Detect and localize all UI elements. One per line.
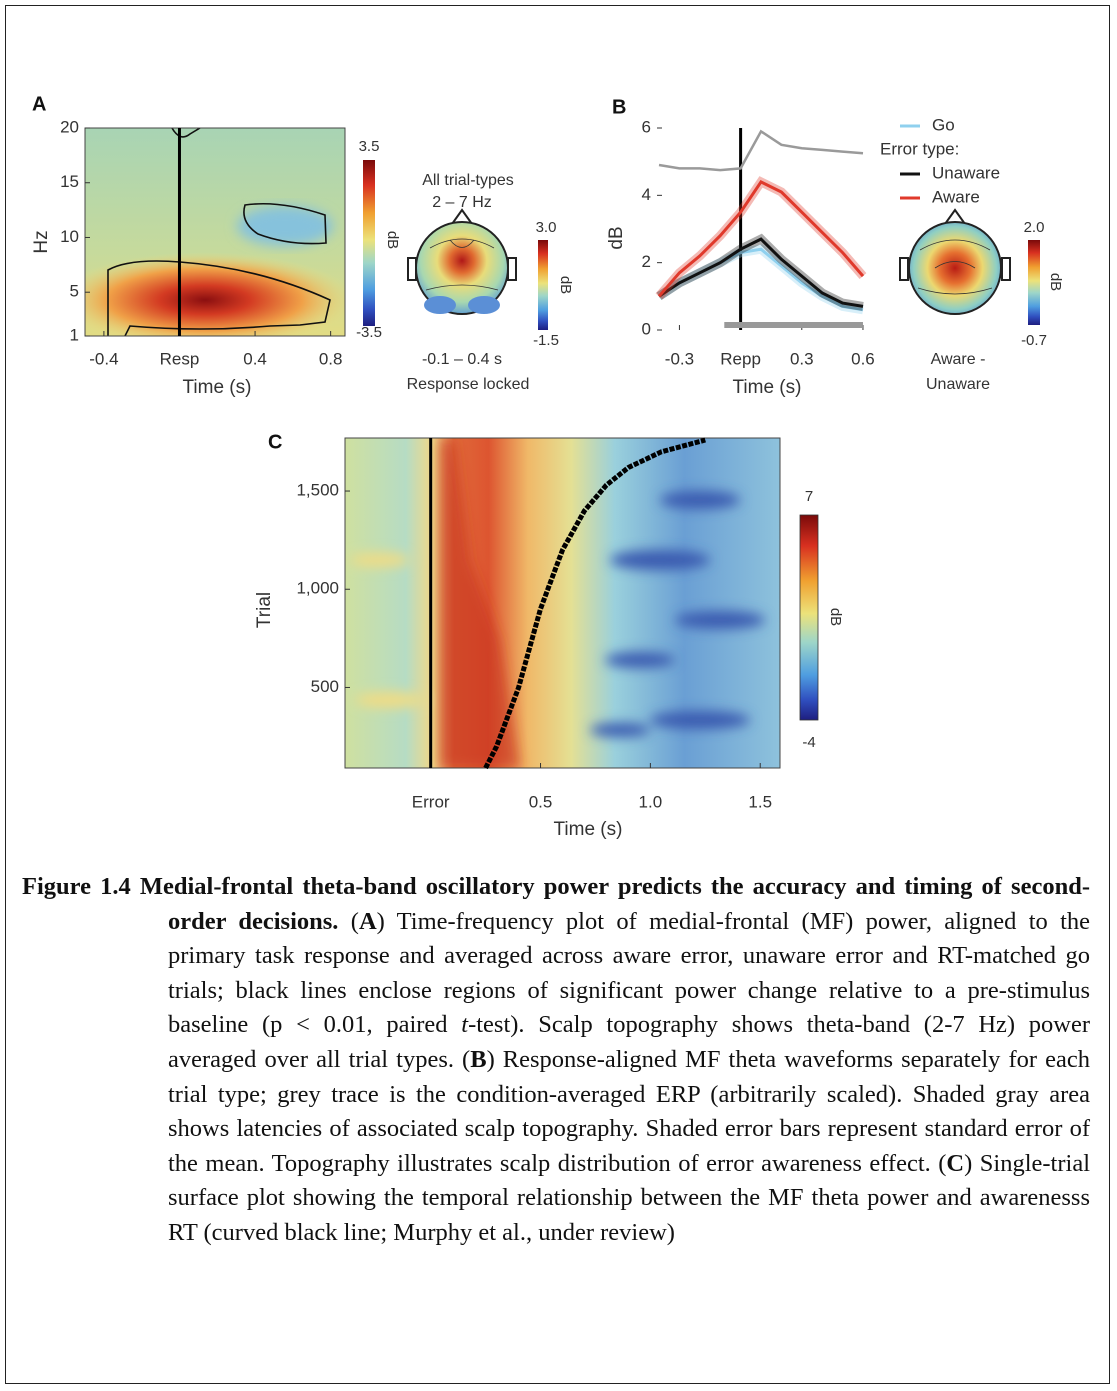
y-tick-label: 15 xyxy=(60,172,79,191)
topography-a xyxy=(407,208,517,315)
plot-frame xyxy=(84,127,346,337)
colorbar-tick-label: -0.7 xyxy=(1021,332,1047,349)
y-tick-label: 5 xyxy=(70,282,79,301)
panel-label: C xyxy=(268,431,282,453)
x-tick-label: 0.6 xyxy=(851,349,875,368)
colorbar xyxy=(799,514,819,721)
caption-text: ) Time-frequency plot of medial-frontal … xyxy=(168,907,1091,1039)
series-line xyxy=(658,129,864,172)
colorbar-tick-label: 2.0 xyxy=(1024,219,1045,236)
y-tick-label: 1 xyxy=(70,325,79,344)
topography-title: All trial-types xyxy=(422,172,514,189)
caption-text: ) Response-aligned MF theta waveforms se… xyxy=(168,1045,1090,1177)
legend-label: Go xyxy=(932,115,955,134)
colorbar xyxy=(363,160,375,326)
panel-label: B xyxy=(612,96,626,118)
colorbar-label: dB xyxy=(827,608,844,626)
panel-label: A xyxy=(32,93,46,115)
x-tick-label: 0.4 xyxy=(243,349,267,368)
caption-label: Figure 1.4 xyxy=(22,873,131,900)
y-axis-label: Trial xyxy=(254,592,275,628)
y-tick-label: 1,000 xyxy=(296,579,339,598)
x-tick-label: -0.3 xyxy=(665,349,694,368)
x-tick-label: 1.0 xyxy=(639,792,663,811)
x-tick-label: 0.5 xyxy=(529,792,553,811)
plot-frame xyxy=(344,437,781,769)
topography-caption: Aware - xyxy=(931,351,986,368)
legend-title: Error type: xyxy=(880,139,959,158)
x-tick-label: 0.8 xyxy=(319,349,343,368)
y-tick-label: 4 xyxy=(642,185,651,204)
legend-label: Unaware xyxy=(932,163,1000,182)
page-frame xyxy=(5,5,1110,1384)
x-tick-label: Resp xyxy=(160,349,200,368)
caption-title: Medial-frontal theta-band oscillatory po… xyxy=(139,873,1090,935)
caption-panel: B xyxy=(470,1045,487,1073)
topography-caption: Unaware xyxy=(926,376,990,393)
caption-text: ) Single-trial surface plot showing the … xyxy=(168,1149,1090,1246)
colorbar-tick-label: 7 xyxy=(805,488,813,505)
topography-caption: -0.1 – 0.4 s xyxy=(422,351,502,368)
x-tick-label: 1.5 xyxy=(748,792,772,811)
colorbar-label: dB xyxy=(1047,273,1064,291)
colorbar-tick-label: 3.0 xyxy=(536,219,557,236)
legend-label: Aware xyxy=(932,187,980,206)
colorbar-tick-label: -4 xyxy=(802,734,815,751)
colorbar xyxy=(1028,240,1040,325)
colorbar-tick-label: 3.5 xyxy=(359,138,380,155)
y-tick-label: 500 xyxy=(311,677,339,696)
heatmap-a-image xyxy=(85,128,345,336)
y-tick-label: 20 xyxy=(60,117,79,136)
colorbar-tick-label: -3.5 xyxy=(356,324,382,341)
series-line xyxy=(657,179,865,298)
figure-caption: Figure 1.4 Medial-frontal theta-band osc… xyxy=(22,870,1090,1251)
x-axis-label: Time (s) xyxy=(554,819,623,840)
colorbar xyxy=(538,240,548,330)
colorbar-label: dB xyxy=(384,231,401,249)
topography-caption: Response locked xyxy=(407,376,530,393)
x-tick-label: Error xyxy=(412,792,450,811)
colorbar-tick-label: -1.5 xyxy=(533,332,559,349)
y-axis-label: Hz xyxy=(31,230,52,253)
x-tick-label: -0.4 xyxy=(89,349,118,368)
series-line xyxy=(658,237,864,308)
colorbar-label: dB xyxy=(557,276,574,294)
y-tick-label: 6 xyxy=(642,117,651,136)
caption-text: ( xyxy=(350,907,359,935)
y-axis-label: dB xyxy=(606,226,627,249)
caption-text: -test). Scalp topography shows theta-ban… xyxy=(168,1011,1090,1073)
topography-subtitle: 2 – 7 Hz xyxy=(432,194,492,211)
caption-panel: A xyxy=(358,907,377,935)
shaded-span xyxy=(724,322,863,328)
caption-italic: t xyxy=(461,1011,469,1039)
x-axis-label: Time (s) xyxy=(183,377,252,398)
rt-curve xyxy=(483,437,706,770)
y-tick-label: 1,500 xyxy=(296,481,339,500)
x-tick-label: 0.3 xyxy=(790,349,814,368)
y-tick-label: 10 xyxy=(60,227,79,246)
heatmap-c-image xyxy=(345,438,780,768)
y-tick-label: 2 xyxy=(642,252,651,271)
y-tick-label: 0 xyxy=(642,319,651,338)
x-tick-label: Repp xyxy=(720,349,761,368)
x-axis-label: Time (s) xyxy=(733,377,802,398)
caption-panel: C xyxy=(946,1149,965,1177)
topography-b xyxy=(899,208,1011,315)
